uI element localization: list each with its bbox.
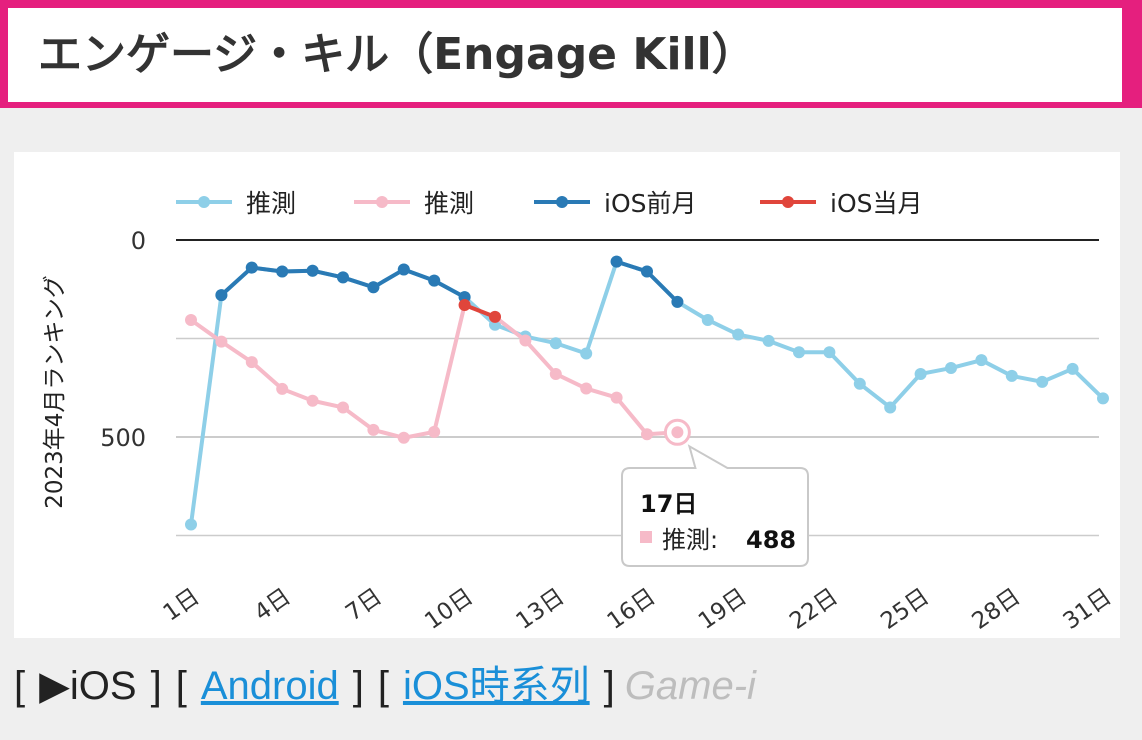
page-title: エンゲージ・キル（Engage Kill） [38, 29, 756, 80]
data-point-1[interactable] [276, 382, 289, 395]
android-link[interactable]: Android [200, 664, 339, 708]
chart-card: 0 500 2023年4月ランキング 1日 4日 7日 10日 13日 16日 19日 22日 25日… [14, 152, 1120, 638]
data-point-2[interactable] [337, 271, 349, 284]
ranking-chart: 0 500 2023年4月ランキング 1日 4日 7日 10日 13日 16日 19日 22日 25日… [42, 189, 1117, 635]
x-tick-label: 19日 [694, 584, 752, 635]
x-tick-label: 13日 [512, 584, 570, 635]
legend-label[interactable]: 推測 [424, 189, 474, 218]
y-axis-label: 2023年4月ランキング [42, 275, 68, 508]
bracket-open: [ [175, 664, 187, 708]
data-point-2[interactable] [671, 295, 684, 308]
ios-current-label: ▶iOS [39, 664, 137, 708]
data-point-1[interactable] [337, 401, 349, 414]
data-point-2[interactable] [245, 261, 258, 274]
legend-swatch-dot [198, 196, 210, 208]
x-tick-label: 25日 [876, 584, 934, 635]
data-point-2[interactable] [428, 274, 441, 287]
data-point-0[interactable] [701, 313, 714, 326]
legend-swatch-dot [556, 196, 568, 208]
x-tick-label: 16日 [603, 584, 661, 635]
data-point-1[interactable] [185, 313, 197, 326]
x-tick-label: 7日 [341, 584, 387, 627]
platform-links: [▶iOS][Android][iOS時系列] Game-i [14, 658, 756, 714]
y-tick-label: 500 [100, 424, 146, 452]
data-point-1[interactable] [549, 367, 562, 380]
data-point-0[interactable] [914, 367, 927, 380]
bracket-close: ] [352, 664, 364, 708]
data-point-2[interactable] [367, 281, 380, 294]
data-point-0[interactable] [945, 362, 957, 375]
legend-swatch-dot [782, 196, 794, 208]
series-line-1 [189, 303, 678, 440]
x-tick-label: 31日 [1059, 584, 1117, 635]
x-tick-label: 1日 [159, 584, 205, 627]
title-panel: エンゲージ・キル（Engage Kill） [8, 8, 1122, 102]
legend-label[interactable]: iOS当月 [830, 189, 923, 218]
data-point-2[interactable] [215, 289, 228, 302]
tooltip-value: 488 [746, 526, 796, 554]
data-point-0[interactable] [1036, 375, 1049, 388]
data-point-1[interactable] [367, 423, 380, 436]
legend-swatch-dot [376, 196, 388, 208]
bracket-close: ] [603, 664, 615, 708]
data-point-3[interactable] [458, 299, 471, 312]
data-point-0[interactable] [580, 347, 593, 360]
tooltip-series-label: 推測: [662, 526, 718, 554]
data-point-2[interactable] [397, 263, 410, 276]
tooltip-title: 17日 [640, 490, 697, 518]
x-tick-label: 4日 [250, 584, 296, 627]
data-point-0[interactable] [185, 518, 197, 531]
data-point-2[interactable] [306, 264, 319, 277]
data-point-1[interactable] [580, 382, 593, 395]
data-point-1[interactable] [519, 334, 532, 347]
data-point-3[interactable] [489, 310, 501, 323]
highlight-point [671, 426, 684, 439]
title-banner: エンゲージ・キル（Engage Kill） [0, 0, 1142, 108]
y-tick-label: 0 [131, 227, 146, 255]
data-point-1[interactable] [245, 356, 258, 369]
tooltip-swatch [640, 531, 652, 543]
data-point-2[interactable] [276, 265, 289, 278]
data-point-0[interactable] [762, 334, 775, 347]
bracket-open: [ [14, 664, 26, 708]
data-point-2[interactable] [610, 255, 623, 268]
ios-timeseries-link[interactable]: iOS時系列 [402, 664, 590, 708]
data-point-1[interactable] [610, 391, 623, 404]
data-point-0[interactable] [853, 377, 866, 390]
data-point-1[interactable] [215, 335, 228, 348]
data-point-1[interactable] [428, 425, 441, 438]
data-point-0[interactable] [1005, 369, 1018, 382]
data-point-1[interactable] [306, 394, 319, 407]
data-point-1[interactable] [397, 431, 410, 444]
data-point-0[interactable] [1097, 392, 1109, 405]
legend-label[interactable]: 推測 [246, 189, 296, 218]
tooltip-box [621, 444, 809, 567]
data-point-0[interactable] [732, 328, 745, 341]
legend-label[interactable]: iOS前月 [604, 189, 697, 218]
data-point-0[interactable] [823, 346, 836, 359]
data-point-0[interactable] [884, 401, 897, 414]
data-point-0[interactable] [1066, 362, 1079, 375]
data-point-0[interactable] [549, 337, 562, 350]
x-tick-label: 10日 [420, 584, 478, 635]
x-tick-label: 22日 [785, 584, 843, 635]
bracket-close: ] [150, 664, 162, 708]
x-tick-label: 28日 [968, 584, 1026, 635]
bracket-open: [ [377, 664, 389, 708]
data-point-2[interactable] [641, 265, 653, 278]
data-point-1[interactable] [641, 428, 653, 441]
data-point-0[interactable] [793, 346, 805, 359]
data-point-0[interactable] [975, 354, 988, 367]
credit-text: Game-i [624, 664, 756, 708]
